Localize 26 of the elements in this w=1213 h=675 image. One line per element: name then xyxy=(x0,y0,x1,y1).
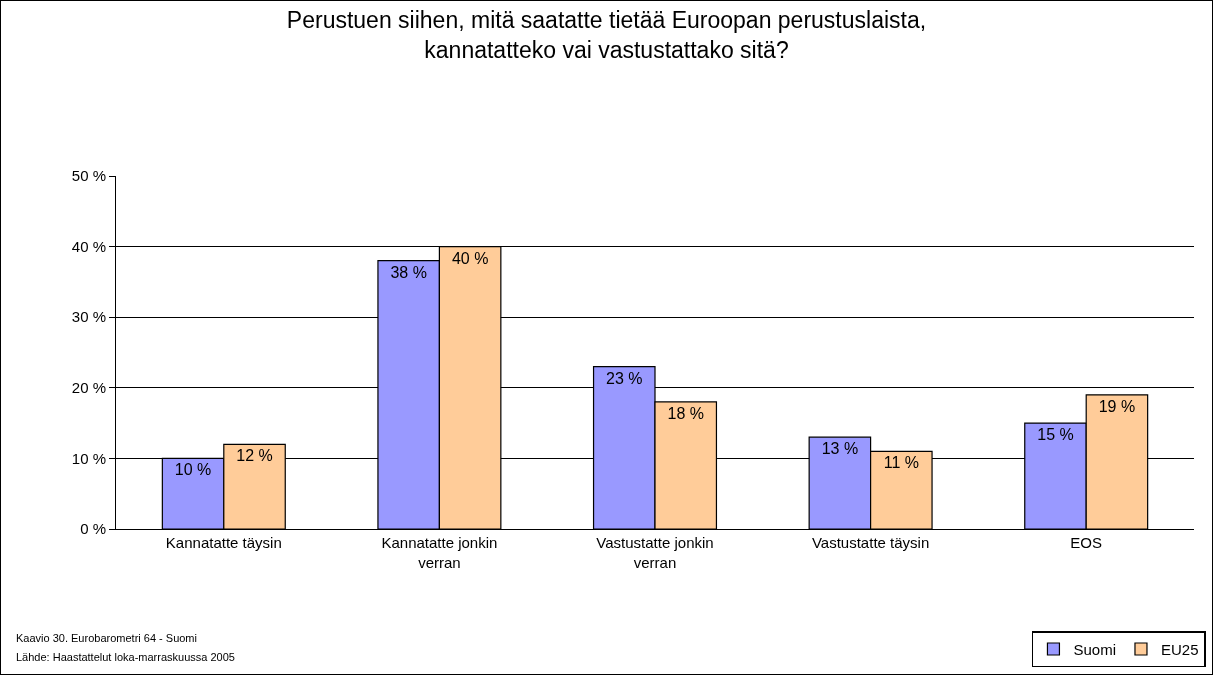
text: Lähde: Haastattelut loka-marraskuussa 2005 xyxy=(16,651,235,663)
y-tick-label: 20 % xyxy=(71,379,106,397)
chart-title: Perustuen siihen, mitä saatatte tietää Euroopan perustuslaista, kannatatteko vai vastustattako sitä? xyxy=(286,6,927,63)
y-tick-label: 10 % xyxy=(71,449,106,467)
data-label: 19 % xyxy=(1098,397,1136,415)
data-label: 40 % xyxy=(451,249,489,267)
legend-label: Suomi xyxy=(1073,640,1116,658)
y-tick-label: 30 % xyxy=(71,308,106,326)
y-tick-label: 50 % xyxy=(71,167,106,185)
data-label: 13 % xyxy=(821,440,859,458)
data-label: 10 % xyxy=(174,461,212,479)
x-tick-label: Vastustatte täysin xyxy=(811,534,930,551)
data-label: 11 % xyxy=(883,454,919,472)
data-label: 12 % xyxy=(236,447,273,465)
legend-label: EU25 xyxy=(1160,640,1199,658)
y-tick-label: 40 % xyxy=(71,237,106,255)
data-label: 15 % xyxy=(1037,426,1074,444)
x-tick-label: Vastustatte jonkin verran xyxy=(596,534,714,571)
data-label: 38 % xyxy=(390,263,427,281)
text: Kaavio 30. Eurobarometri 64 - Suomi xyxy=(16,632,197,644)
x-tick-label: Kannatatte jonkin verran xyxy=(381,534,498,571)
data-label: 23 % xyxy=(606,369,643,387)
y-tick-label: 0 % xyxy=(80,520,106,538)
x-tick-label: EOS xyxy=(1070,534,1103,551)
x-tick-label: Kannatatte täysin xyxy=(165,534,282,551)
data-label: 18 % xyxy=(667,404,704,422)
